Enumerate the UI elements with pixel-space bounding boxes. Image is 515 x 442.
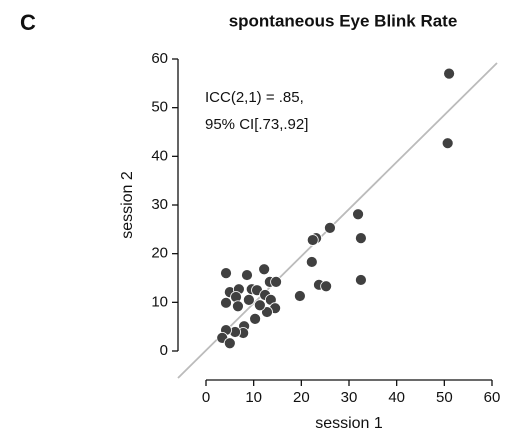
point xyxy=(441,137,454,150)
x-tick-label: 10 xyxy=(245,389,262,406)
x-tick-label: 40 xyxy=(388,389,405,406)
point xyxy=(253,299,266,312)
point xyxy=(232,300,244,313)
point xyxy=(324,221,336,234)
x-tick-label: 20 xyxy=(293,389,310,406)
y-tick-label: 20 xyxy=(151,245,168,262)
x-tick-label: 50 xyxy=(436,389,453,406)
y-tick-label: 0 xyxy=(160,342,168,359)
y-tick-label: 10 xyxy=(151,293,168,310)
point xyxy=(306,234,319,246)
point xyxy=(355,232,367,244)
annotation: 95% CI[.73,.92] xyxy=(205,116,308,133)
point xyxy=(242,293,255,306)
x-tick-label: 60 xyxy=(484,389,501,406)
point xyxy=(223,337,236,350)
point xyxy=(220,296,232,309)
point xyxy=(352,208,364,221)
x-axis-label: session 1 xyxy=(315,415,383,432)
point xyxy=(258,263,271,276)
x-tick-label: 30 xyxy=(341,389,358,406)
point xyxy=(249,312,261,325)
point xyxy=(261,306,273,318)
point xyxy=(355,274,367,286)
point xyxy=(241,269,253,281)
panel-label: C xyxy=(20,10,36,35)
y-tick-label: 60 xyxy=(151,50,168,67)
chart-title: spontaneous Eye Blink Rate xyxy=(229,11,458,30)
point xyxy=(220,267,232,280)
y-axis-label: session 2 xyxy=(119,171,136,239)
identity-line xyxy=(177,62,498,379)
point xyxy=(443,67,456,80)
point xyxy=(305,256,318,268)
x-tick-label: 0 xyxy=(202,389,210,406)
y-tick-label: 30 xyxy=(151,196,168,213)
point xyxy=(320,280,333,293)
point xyxy=(270,275,282,288)
y-tick-label: 50 xyxy=(151,99,168,116)
y-tick-label: 40 xyxy=(151,147,168,164)
annotation: ICC(2,1) = .85, xyxy=(205,89,304,106)
point xyxy=(294,290,306,302)
